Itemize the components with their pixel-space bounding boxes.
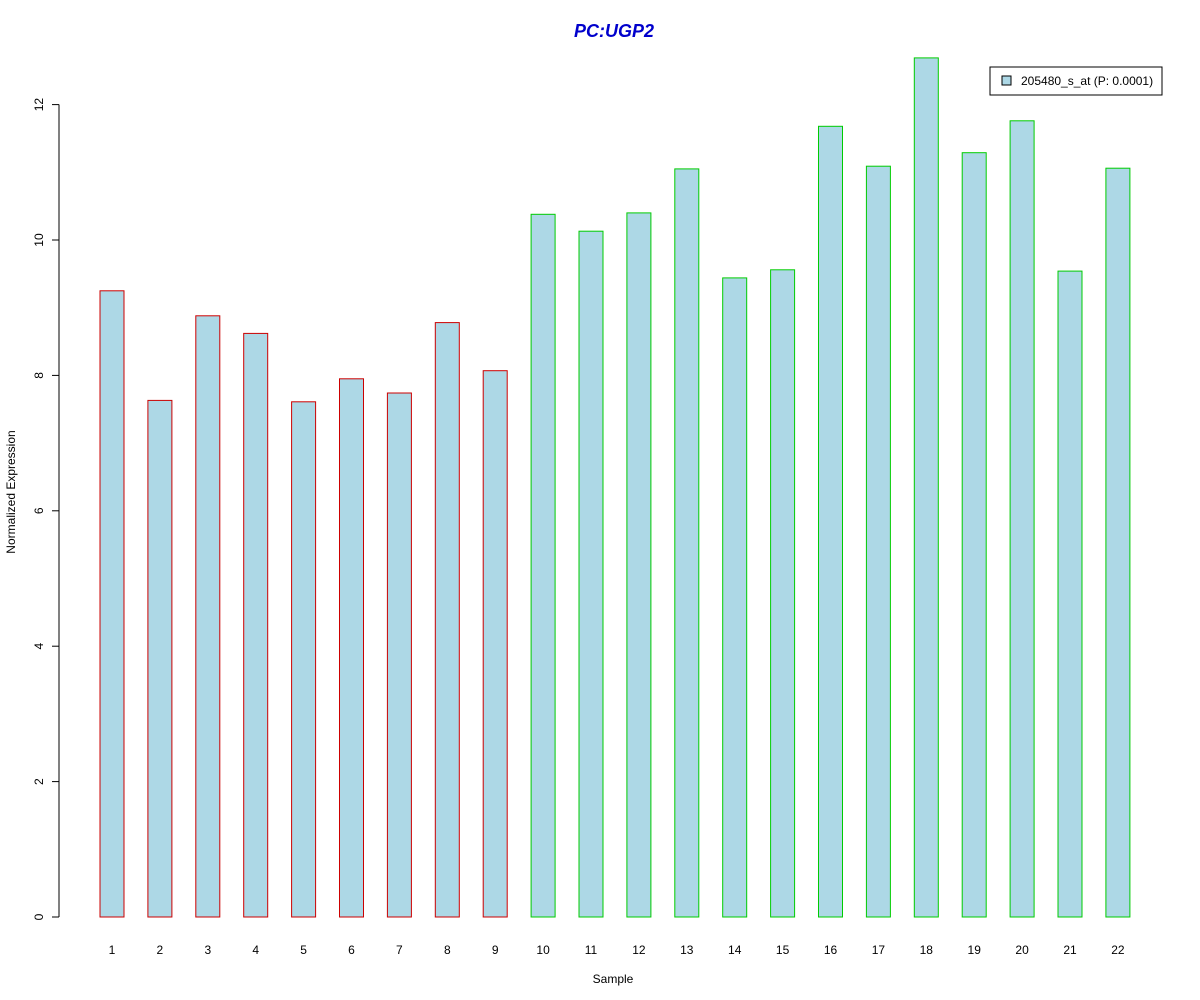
- x-tick-label: 11: [585, 943, 598, 957]
- bar-sample-19: [961, 152, 987, 918]
- y-axis-label: Normalized Expression: [4, 430, 18, 553]
- x-tick-label: 10: [536, 943, 550, 957]
- bar-sample-2: [147, 399, 173, 918]
- x-tick-label: 22: [1111, 943, 1125, 957]
- y-tick-label: 0: [32, 913, 46, 920]
- x-tick-label: 7: [396, 943, 403, 957]
- bar-sample-20: [1009, 120, 1035, 918]
- x-tick-label: 9: [492, 943, 499, 957]
- bar-sample-15: [770, 269, 796, 918]
- bar-sample-14: [722, 277, 748, 918]
- x-tick-label: 1: [109, 943, 116, 957]
- bar-sample-22: [1105, 167, 1131, 918]
- bar-sample-1: [99, 290, 125, 918]
- y-tick-label: 10: [32, 233, 46, 247]
- legend-box: [989, 66, 1163, 96]
- y-tick-label: 8: [32, 372, 46, 379]
- x-tick-label: 13: [680, 943, 694, 957]
- x-tick-label: 5: [300, 943, 307, 957]
- x-tick-label: 8: [444, 943, 451, 957]
- bar-sample-6: [339, 378, 364, 918]
- y-axis-ticks: 0 2 4 6 8 10 12: [32, 98, 59, 920]
- bar-sample-18: [913, 57, 939, 918]
- bar-sample-9: [482, 370, 508, 918]
- bar-sample-17: [865, 165, 891, 918]
- y-tick-label: 6: [32, 507, 46, 514]
- bar-sample-21: [1057, 270, 1083, 918]
- x-tick-label: 20: [1015, 943, 1029, 957]
- x-tick-label: 18: [920, 943, 934, 957]
- x-tick-label: 17: [872, 943, 886, 957]
- x-axis-tick-labels: 1 2 3 4 5 6 7 8 9 10 11 12 13 14 15 16 17 18 19 20 21 22: [109, 943, 1125, 957]
- chart-title: PC:UGP2: [574, 21, 654, 41]
- x-tick-label: 4: [252, 943, 259, 957]
- x-tick-label: 15: [776, 943, 790, 957]
- legend: 205480_s_at (P: 0.0001): [989, 66, 1163, 96]
- x-tick-label: 14: [728, 943, 742, 957]
- bar-sample-11: [578, 230, 604, 918]
- y-tick-label: 12: [32, 98, 46, 112]
- bar-sample-3: [195, 315, 221, 918]
- x-tick-label: 2: [157, 943, 164, 957]
- x-tick-label: 3: [204, 943, 211, 957]
- y-tick-label: 2: [32, 778, 46, 785]
- y-tick-label: 4: [32, 643, 46, 650]
- x-axis-label: Sample: [593, 972, 634, 986]
- bar-sample-12: [626, 212, 652, 918]
- bars: [99, 57, 1131, 918]
- bar-sample-4: [243, 332, 269, 918]
- x-tick-label: 16: [824, 943, 838, 957]
- x-tick-label: 21: [1063, 943, 1077, 957]
- x-tick-label: 12: [632, 943, 646, 957]
- x-tick-label: 6: [348, 943, 355, 957]
- legend-label: 205480_s_at (P: 0.0001): [1021, 74, 1153, 88]
- bar-sample-8: [434, 322, 460, 918]
- legend-swatch: [1001, 75, 1012, 86]
- bar-sample-13: [674, 168, 700, 918]
- bar-sample-10: [530, 213, 556, 918]
- x-tick-label: 19: [968, 943, 982, 957]
- bar-sample-16: [818, 125, 843, 918]
- bar-sample-7: [386, 392, 412, 918]
- bar-sample-5: [291, 401, 317, 918]
